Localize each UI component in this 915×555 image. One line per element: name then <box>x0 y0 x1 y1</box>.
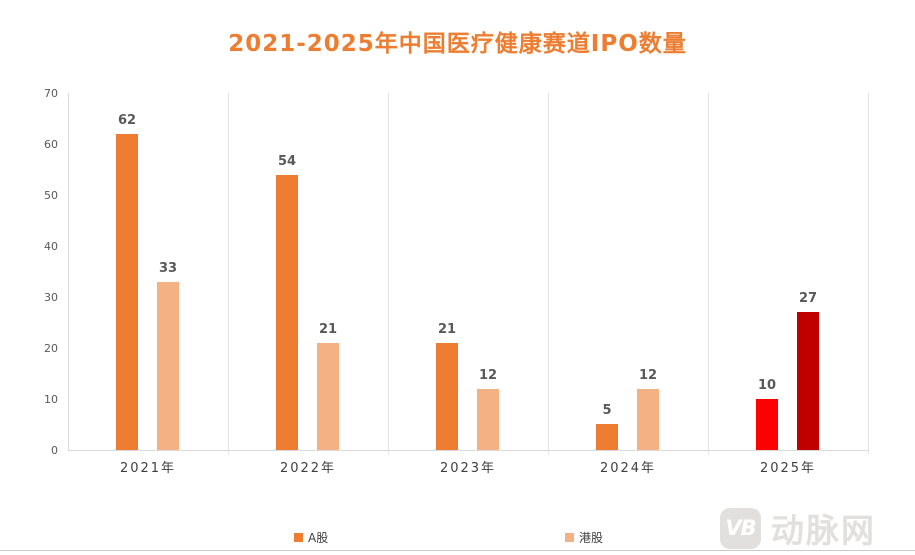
y-tick-label: 60 <box>44 138 58 151</box>
watermark: VB 动脉网 <box>720 504 876 552</box>
bar-港股-2024年 <box>637 389 659 450</box>
data-label: 33 <box>158 261 178 276</box>
bar-港股-2025年 <box>797 312 819 450</box>
bar-港股-2022年 <box>317 343 339 450</box>
bottom-divider <box>0 550 915 551</box>
data-label: 10 <box>757 378 777 393</box>
x-axis-line <box>68 450 869 451</box>
data-label: 62 <box>117 113 137 128</box>
bar-A股-2023年 <box>436 343 458 450</box>
legend-label: 港股 <box>579 531 604 545</box>
legend-label: A股 <box>308 531 329 545</box>
category-separator-line <box>548 93 549 454</box>
bar-A股-2021年 <box>116 134 138 450</box>
bar-A股-2025年 <box>756 399 778 450</box>
y-tick-label: 40 <box>44 240 58 253</box>
legend-item-hk-share: 港股 <box>565 529 603 546</box>
y-tick-label: 10 <box>44 393 58 406</box>
chart-title: 2021-2025年中国医疗健康赛道IPO数量 <box>228 31 687 57</box>
data-label: 5 <box>602 403 612 418</box>
y-tick-label: 20 <box>44 342 58 355</box>
y-tick-label: 70 <box>44 87 58 100</box>
data-label: 21 <box>318 322 338 337</box>
category-separator-line <box>708 93 709 454</box>
data-label: 54 <box>277 154 297 169</box>
bar-港股-2021年 <box>157 282 179 450</box>
legend-swatch-icon <box>565 533 574 542</box>
y-tick-label: 50 <box>44 189 58 202</box>
bar-A股-2022年 <box>276 175 298 450</box>
bar-港股-2023年 <box>477 389 499 450</box>
category-separator-line <box>868 93 869 454</box>
vb-logo-icon: VB <box>720 507 761 549</box>
watermark-brand-text: 动脉网 <box>771 511 876 550</box>
legend-item-a-share: A股 <box>294 529 328 546</box>
y-tick-label: 0 <box>51 444 58 457</box>
x-axis-label: 2022年 <box>279 461 337 476</box>
x-axis-label: 2024年 <box>599 461 657 476</box>
data-label: 12 <box>478 368 498 383</box>
y-tick-label: 30 <box>44 291 58 304</box>
x-axis-label: 2021年 <box>119 461 177 476</box>
data-label: 27 <box>798 291 818 306</box>
legend-swatch-icon <box>294 533 303 542</box>
x-axis-label: 2023年 <box>439 461 497 476</box>
y-axis-line <box>68 93 69 450</box>
data-label: 21 <box>437 322 457 337</box>
x-axis-label: 2025年 <box>759 461 817 476</box>
category-separator-line <box>388 93 389 454</box>
category-separator-line <box>228 93 229 454</box>
bar-A股-2024年 <box>596 424 618 450</box>
data-label: 12 <box>638 368 658 383</box>
